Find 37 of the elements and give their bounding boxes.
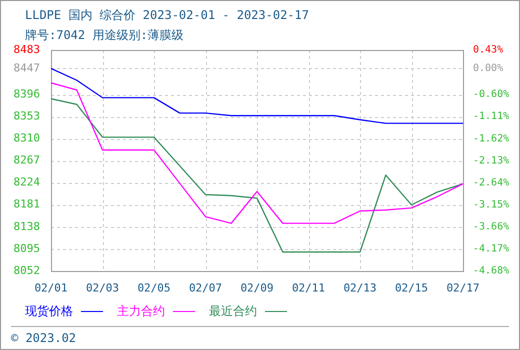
legend-label: 最近合约 [209,303,258,320]
y-tick-label: 8310 [14,132,40,145]
x-tick-label: 02/05 [137,281,171,294]
y2-tick-label: -2.64% [473,177,510,188]
x-tick-label: 02/07 [188,281,222,294]
y-tick-label: 8396 [14,87,40,100]
y2-tick-label: -4.68% [473,266,510,277]
x-tick-label: 02/13 [343,281,377,294]
y2-tick-label: 0.43% [473,44,504,56]
y-tick-label: 8138 [14,220,40,233]
y-tick-label: 8267 [14,154,40,167]
legend-label: 现货价格 [25,303,74,320]
y2-tick-label: -2.13% [473,155,510,166]
x-tick-label: 02/09 [240,281,274,294]
y2-tick-label: -0.60% [473,89,510,100]
y-tick-label: 8181 [14,198,40,211]
y-tick-label: 8447 [14,61,40,74]
y-tick-label: 8224 [14,176,40,189]
chart-subtitle: 牌号:7042 用途级别:薄膜级 [25,27,184,44]
y2-tick-label: -4.17% [473,244,510,255]
y-tick-label: 8353 [14,110,40,123]
x-tick-label: 02/15 [394,281,428,294]
y-tick-label: 8095 [14,242,40,255]
y2-tick-label: -3.15% [473,199,510,210]
text: © 2023.02 [11,331,76,345]
x-tick-label: 02/11 [292,281,326,294]
x-tick-label: 02/01 [34,281,68,294]
y-tick-label: 8483 [14,42,40,56]
chart-title: LLDPE 国内 综合价 2023-02-01 - 2023-02-17 [25,7,309,24]
x-tick-label: 02/17 [446,281,480,294]
y-tick-label: 8052 [14,264,40,277]
y2-tick-label: 0.00% [473,63,504,74]
y2-tick-label: -1.62% [473,133,510,144]
legend-label: 主力合约 [117,303,166,320]
y2-tick-label: -1.11% [473,111,510,122]
x-tick-label: 02/03 [86,281,120,294]
y2-tick-label: -3.66% [473,221,510,232]
